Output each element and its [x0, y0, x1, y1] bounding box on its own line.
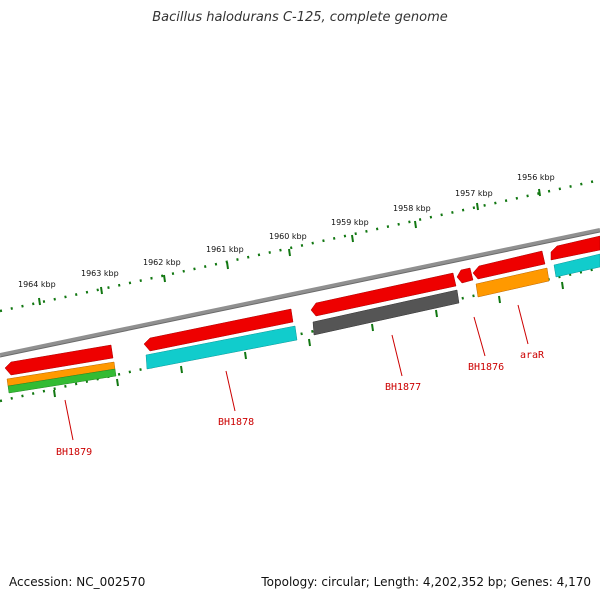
- gene-label-bh1877[interactable]: BH1877: [385, 382, 421, 393]
- gene-label-bh1876[interactable]: BH1876: [468, 362, 504, 373]
- cds-cyan-right-edge[interactable]: [553, 253, 600, 278]
- map-title: Bacillus halodurans C-125, complete geno…: [152, 10, 448, 25]
- gene-arrow-bh1879[interactable]: [4, 344, 114, 376]
- genome-backbone: [0, 228, 600, 357]
- inner-major-tick-3: [435, 309, 438, 318]
- gene-arrow-bh1876[interactable]: [456, 267, 474, 284]
- gene-label-arar[interactable]: araR: [520, 350, 545, 361]
- inner-major-tick-2: [498, 295, 501, 304]
- cds-orange-arar[interactable]: [475, 267, 550, 298]
- gene-arrow-right-edge[interactable]: [550, 235, 600, 261]
- gene-arrow-arar[interactable]: [472, 250, 546, 280]
- gene-label-bh1879[interactable]: BH1879: [56, 447, 92, 458]
- major-tick-1957: [476, 202, 479, 211]
- inner-major-tick-9: [53, 389, 56, 398]
- scale-label-1964: 1964 kbp: [18, 280, 56, 289]
- leader-bh1879: [64, 399, 74, 441]
- gene-arrow-bh1878[interactable]: [143, 308, 294, 352]
- gene-track: [4, 235, 600, 376]
- cds-green-bh1879[interactable]: [7, 368, 117, 394]
- leader-arar: [517, 304, 529, 345]
- cds-gray-bh1877[interactable]: [312, 289, 460, 336]
- major-tick-1959: [351, 234, 354, 243]
- inner-major-tick-6: [244, 351, 247, 360]
- leader-bh1877: [391, 334, 403, 377]
- inner-major-tick-5: [308, 338, 311, 347]
- major-tick-1956: [538, 188, 541, 197]
- major-tick-1964: [38, 297, 41, 306]
- gene-arrow-bh1877[interactable]: [310, 272, 457, 317]
- major-tick-1958: [414, 220, 417, 229]
- genome-backbone-shadow: [0, 231, 600, 358]
- outer-scale-dots: [0, 178, 600, 313]
- major-tick-1962: [163, 274, 166, 283]
- scale-label-1956: 1956 kbp: [517, 173, 555, 182]
- inner-major-tick-8: [116, 378, 119, 387]
- leader-bh1876: [473, 316, 486, 357]
- scale-label-1960: 1960 kbp: [269, 232, 307, 241]
- scale-label-1959: 1959 kbp: [331, 218, 369, 227]
- major-tick-1961: [226, 261, 229, 270]
- scale-label-1958: 1958 kbp: [393, 204, 431, 213]
- scale-label-1961: 1961 kbp: [206, 245, 244, 254]
- inner-major-tick-1: [561, 281, 564, 290]
- cds-track: [6, 253, 600, 394]
- cds-cyan-bh1878[interactable]: [145, 325, 298, 370]
- genome-summary: Topology: circular; Length: 4,202,352 bp…: [261, 575, 591, 589]
- gene-label-bh1878[interactable]: BH1878: [218, 417, 254, 428]
- scale-label-1957: 1957 kbp: [455, 189, 493, 198]
- scale-label-1962: 1962 kbp: [143, 258, 181, 267]
- scale-label-1963: 1963 kbp: [81, 269, 119, 278]
- leader-bh1878: [225, 370, 236, 412]
- label-leaders: [64, 304, 529, 441]
- inner-major-tick-7: [180, 365, 183, 374]
- inner-major-tick-4: [371, 323, 374, 332]
- major-tick-1963: [100, 286, 103, 295]
- outer-scale: [0, 178, 600, 313]
- accession-label: Accession: NC_002570: [9, 575, 146, 589]
- major-tick-1960: [288, 248, 291, 257]
